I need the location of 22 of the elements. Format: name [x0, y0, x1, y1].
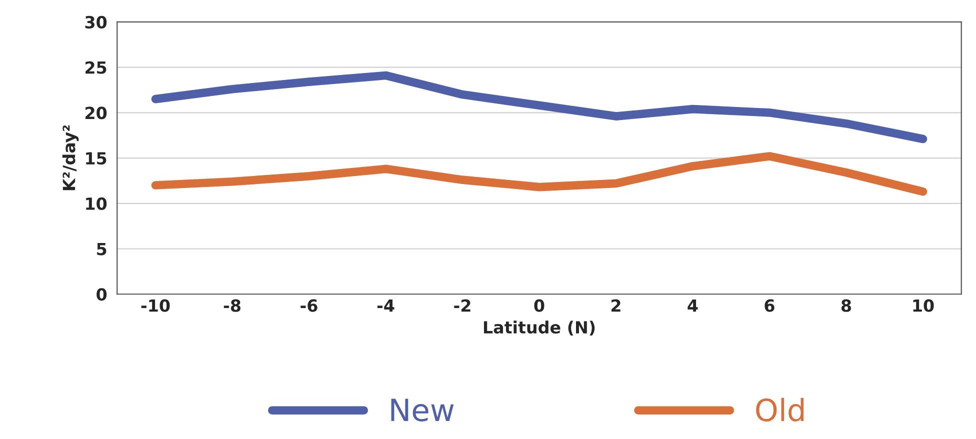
x-tick-label: 6 [764, 299, 774, 312]
x-tick-label: 10 [913, 299, 934, 312]
legend-label: New [391, 398, 454, 422]
y-axis-title: K²/day² [62, 125, 79, 190]
x-tick-label: 8 [841, 299, 851, 312]
y-tick-label: 20 [86, 106, 107, 120]
y-tick-label: 0 [96, 288, 107, 301]
x-tick-label: -4 [377, 300, 394, 312]
y-tick-label: 30 [85, 16, 107, 29]
x-tick-label: -6 [300, 299, 318, 312]
x-tick-label: 2 [612, 299, 620, 312]
legend-label: Old [756, 398, 804, 422]
x-tick-label: -10 [141, 299, 170, 312]
y-tick-label: 5 [97, 242, 106, 256]
y-tick-label: 10 [86, 197, 107, 210]
x-tick-label: -2 [454, 299, 470, 312]
y-tick-label: 25 [86, 61, 106, 74]
x-tick-label: 0 [534, 299, 544, 312]
x-axis-title: Latitude (N) [484, 320, 595, 336]
x-tick-label: 4 [688, 300, 698, 312]
y-tick-label: 15 [86, 152, 106, 165]
x-tick-label: -8 [224, 299, 240, 312]
